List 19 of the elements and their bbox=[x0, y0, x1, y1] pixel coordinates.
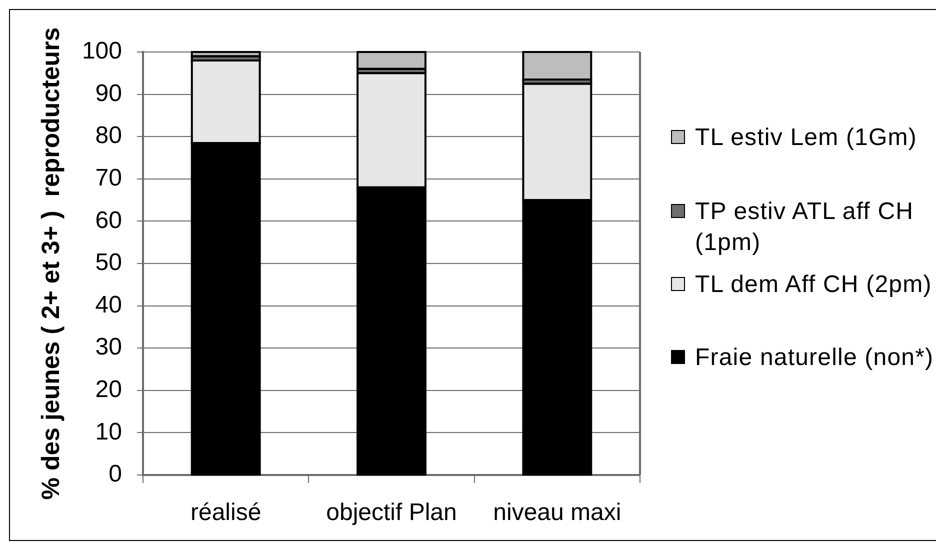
x-tick-label: réalisé bbox=[190, 499, 262, 526]
y-tick-label: 90 bbox=[95, 80, 122, 107]
y-tick-label: 70 bbox=[95, 164, 122, 192]
y-tick-label: 20 bbox=[95, 376, 122, 404]
y-tick-label: 30 bbox=[95, 334, 122, 361]
y-tick-label: 10 bbox=[95, 418, 122, 446]
y-tick-label: 100 bbox=[82, 38, 122, 65]
legend-label: TL dem Aff CH (2pm) bbox=[695, 270, 933, 300]
y-tick-label: 0 bbox=[108, 460, 122, 488]
x-tick-label: niveau maxi bbox=[493, 499, 622, 526]
y-tick-label: 50 bbox=[95, 249, 122, 276]
y-tick-label: 40 bbox=[95, 291, 122, 318]
legend-label: TL estiv Lem (1Gm) bbox=[695, 123, 918, 153]
legend-label: Fraie naturelle (non*) bbox=[695, 343, 935, 373]
y-tick-label: 60 bbox=[95, 206, 122, 234]
legend-label: TP estiv ATL aff CH (1pm) bbox=[695, 197, 915, 258]
x-tick-label: objectif Plan bbox=[326, 499, 457, 526]
y-tick-label: 80 bbox=[95, 122, 122, 150]
y-axis-title: % des jeunes ( 2+ et 3+ ) reproducteurs bbox=[36, 27, 65, 500]
